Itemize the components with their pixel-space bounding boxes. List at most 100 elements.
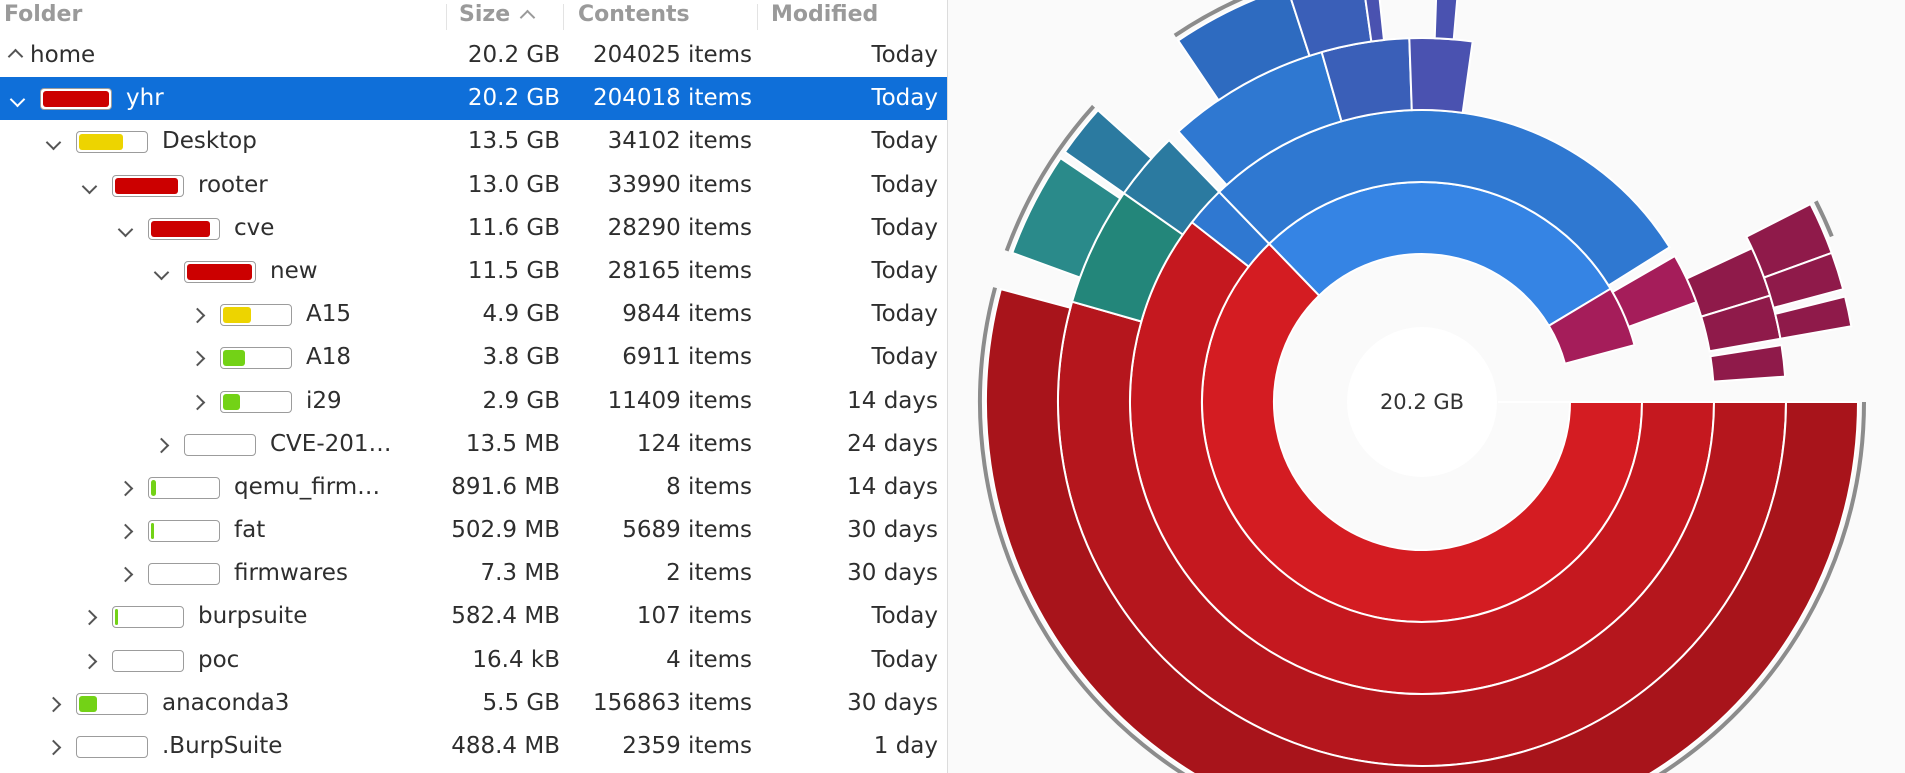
folder-modified: 30 days	[847, 517, 938, 544]
usage-bar	[148, 217, 220, 240]
folder-contents-count: 107 items	[636, 603, 752, 630]
folder-row[interactable]: anaconda3 5.5 GB 156863 items 30 days	[0, 682, 947, 725]
folder-contents-count: 34102 items	[607, 128, 752, 155]
usage-bar-fill	[115, 177, 178, 194]
folder-row[interactable]: rooter 13.0 GB 33990 items Today	[0, 164, 947, 207]
folder-modified: Today	[871, 171, 938, 198]
folder-size: 5.5 GB	[482, 689, 561, 716]
folder-size: 582.4 MB	[451, 603, 560, 630]
folder-row[interactable]: poc 16.4 kB 4 items Today	[0, 639, 947, 682]
usage-bar-fill	[151, 220, 210, 237]
folder-modified: 30 days	[847, 560, 938, 587]
folder-name: new	[270, 257, 318, 284]
column-header-size[interactable]: Size	[459, 0, 536, 34]
folder-row[interactable]: home 20.2 GB 204025 items Today	[0, 34, 947, 77]
folder-contents-count: 2 items	[666, 560, 752, 587]
folder-modified: 30 days	[847, 689, 938, 716]
folder-row[interactable]: fat 502.9 MB 5689 items 30 days	[0, 509, 947, 552]
folder-contents-count: 2359 items	[622, 733, 752, 759]
folder-row[interactable]: yhr 20.2 GB 204018 items Today	[0, 77, 947, 121]
ring-segment-magenta-outer-c[interactable]	[1773, 295, 1853, 340]
usage-bar	[148, 520, 220, 543]
ring-segment-teal-outer[interactable]	[1011, 156, 1122, 279]
folder-modified: 1 day	[873, 733, 938, 759]
ring-segment-magenta-d[interactable]	[1709, 343, 1787, 383]
ring-segment-magenta-outer-b[interactable]	[1762, 251, 1845, 310]
folder-modified: 24 days	[847, 430, 938, 457]
folder-row[interactable]: new 11.5 GB 28165 items Today	[0, 250, 947, 293]
folder-contents-count: 5689 items	[622, 517, 752, 544]
sort-ascending-icon	[519, 9, 536, 26]
folder-row[interactable]: A15 4.9 GB 9844 items Today	[0, 293, 947, 336]
folder-contents-count: 9844 items	[622, 301, 752, 328]
center-circle[interactable]	[1347, 327, 1497, 477]
folder-size: 4.9 GB	[482, 301, 561, 328]
ring-segment-blue-outer-d[interactable]	[1433, 0, 1460, 41]
folder-contents-count: 124 items	[636, 430, 752, 457]
folder-row[interactable]: firmwares 7.3 MB 2 items 30 days	[0, 552, 947, 595]
folder-modified: Today	[871, 301, 938, 328]
folder-size: 488.4 MB	[451, 733, 560, 759]
usage-bar-fill	[151, 523, 154, 540]
folder-size: 11.5 GB	[467, 257, 560, 284]
usage-bar	[40, 88, 112, 111]
folder-modified: 14 days	[847, 387, 938, 414]
folder-modified: Today	[871, 646, 938, 673]
usage-bar	[148, 476, 220, 499]
folder-size: 3.8 GB	[482, 344, 561, 371]
ring-segment-magenta[interactable]	[1611, 254, 1698, 329]
usage-bar-fill	[223, 307, 251, 324]
folder-modified: Today	[871, 344, 938, 371]
folder-tree-view: Folder Size Contents Modified home 20.2 G…	[0, 0, 947, 773]
folder-row[interactable]: qemu_firm… 891.6 MB 8 items 14 days	[0, 466, 947, 509]
column-header-modified[interactable]: Modified	[771, 2, 879, 27]
folder-name: i29	[306, 387, 342, 414]
ring-segment-new[interactable]	[985, 287, 1860, 773]
folder-size: 13.0 GB	[467, 171, 560, 198]
folder-row[interactable]: A18 3.8 GB 6911 items Today	[0, 336, 947, 379]
usage-bar	[184, 260, 256, 283]
ring-segment-blue-c[interactable]	[1408, 37, 1474, 114]
usage-bar	[148, 563, 220, 586]
folder-size: 11.6 GB	[467, 214, 560, 241]
folder-contents-count: 6911 items	[622, 344, 752, 371]
folder-name: yhr	[126, 85, 164, 112]
column-header-contents[interactable]: Contents	[578, 2, 690, 27]
usage-bar-fill	[79, 695, 97, 712]
usage-bar	[76, 736, 148, 758]
folder-row[interactable]: burpsuite 582.4 MB 107 items Today	[0, 595, 947, 638]
folder-name: qemu_firm…	[234, 473, 381, 500]
folder-row[interactable]: CVE-201… 13.5 MB 124 items 24 days	[0, 423, 947, 466]
folder-size: 16.4 kB	[472, 646, 560, 673]
usage-bar-fill	[223, 393, 240, 410]
folder-modified: Today	[871, 128, 938, 155]
usage-bar-fill	[151, 479, 156, 496]
disk-usage-ring-chart: 20.2 GB	[978, 0, 1866, 773]
folder-row[interactable]: .BurpSuite 488.4 MB 2359 items 1 day	[0, 725, 947, 768]
pane-divider[interactable]	[947, 0, 948, 773]
usage-bar-fill	[43, 91, 109, 108]
ring-segment-blue-outer-c[interactable]	[1361, 0, 1386, 43]
ring-segment-magenta-c[interactable]	[1699, 294, 1782, 353]
folder-row[interactable]: i29 2.9 GB 11409 items 14 days	[0, 380, 947, 423]
folder-row[interactable]: Desktop 13.5 GB 34102 items Today	[0, 120, 947, 163]
usage-bar	[220, 304, 292, 327]
folder-contents-count: 204018 items	[592, 85, 752, 112]
usage-bar	[220, 347, 292, 370]
ring-outer-rim-blue	[1173, 0, 1244, 38]
column-header-folder[interactable]: Folder	[4, 2, 83, 27]
folder-row[interactable]: cve 11.6 GB 28290 items Today	[0, 207, 947, 250]
folder-size: 13.5 GB	[467, 128, 560, 155]
folder-name: .BurpSuite	[162, 733, 283, 759]
column-separator	[757, 4, 758, 30]
usage-bar-fill	[187, 263, 252, 280]
usage-bar	[184, 433, 256, 456]
usage-bar	[112, 606, 184, 629]
column-header-size-label: Size	[459, 2, 511, 27]
folder-size: 20.2 GB	[467, 42, 560, 68]
center-size-label: 20.2 GB	[1380, 390, 1464, 414]
folder-contents-count: 11409 items	[607, 387, 752, 414]
folder-name: A15	[306, 301, 352, 328]
ring-segment-teal-outer-b[interactable]	[1063, 108, 1153, 195]
folder-contents-count: 8 items	[666, 473, 752, 500]
